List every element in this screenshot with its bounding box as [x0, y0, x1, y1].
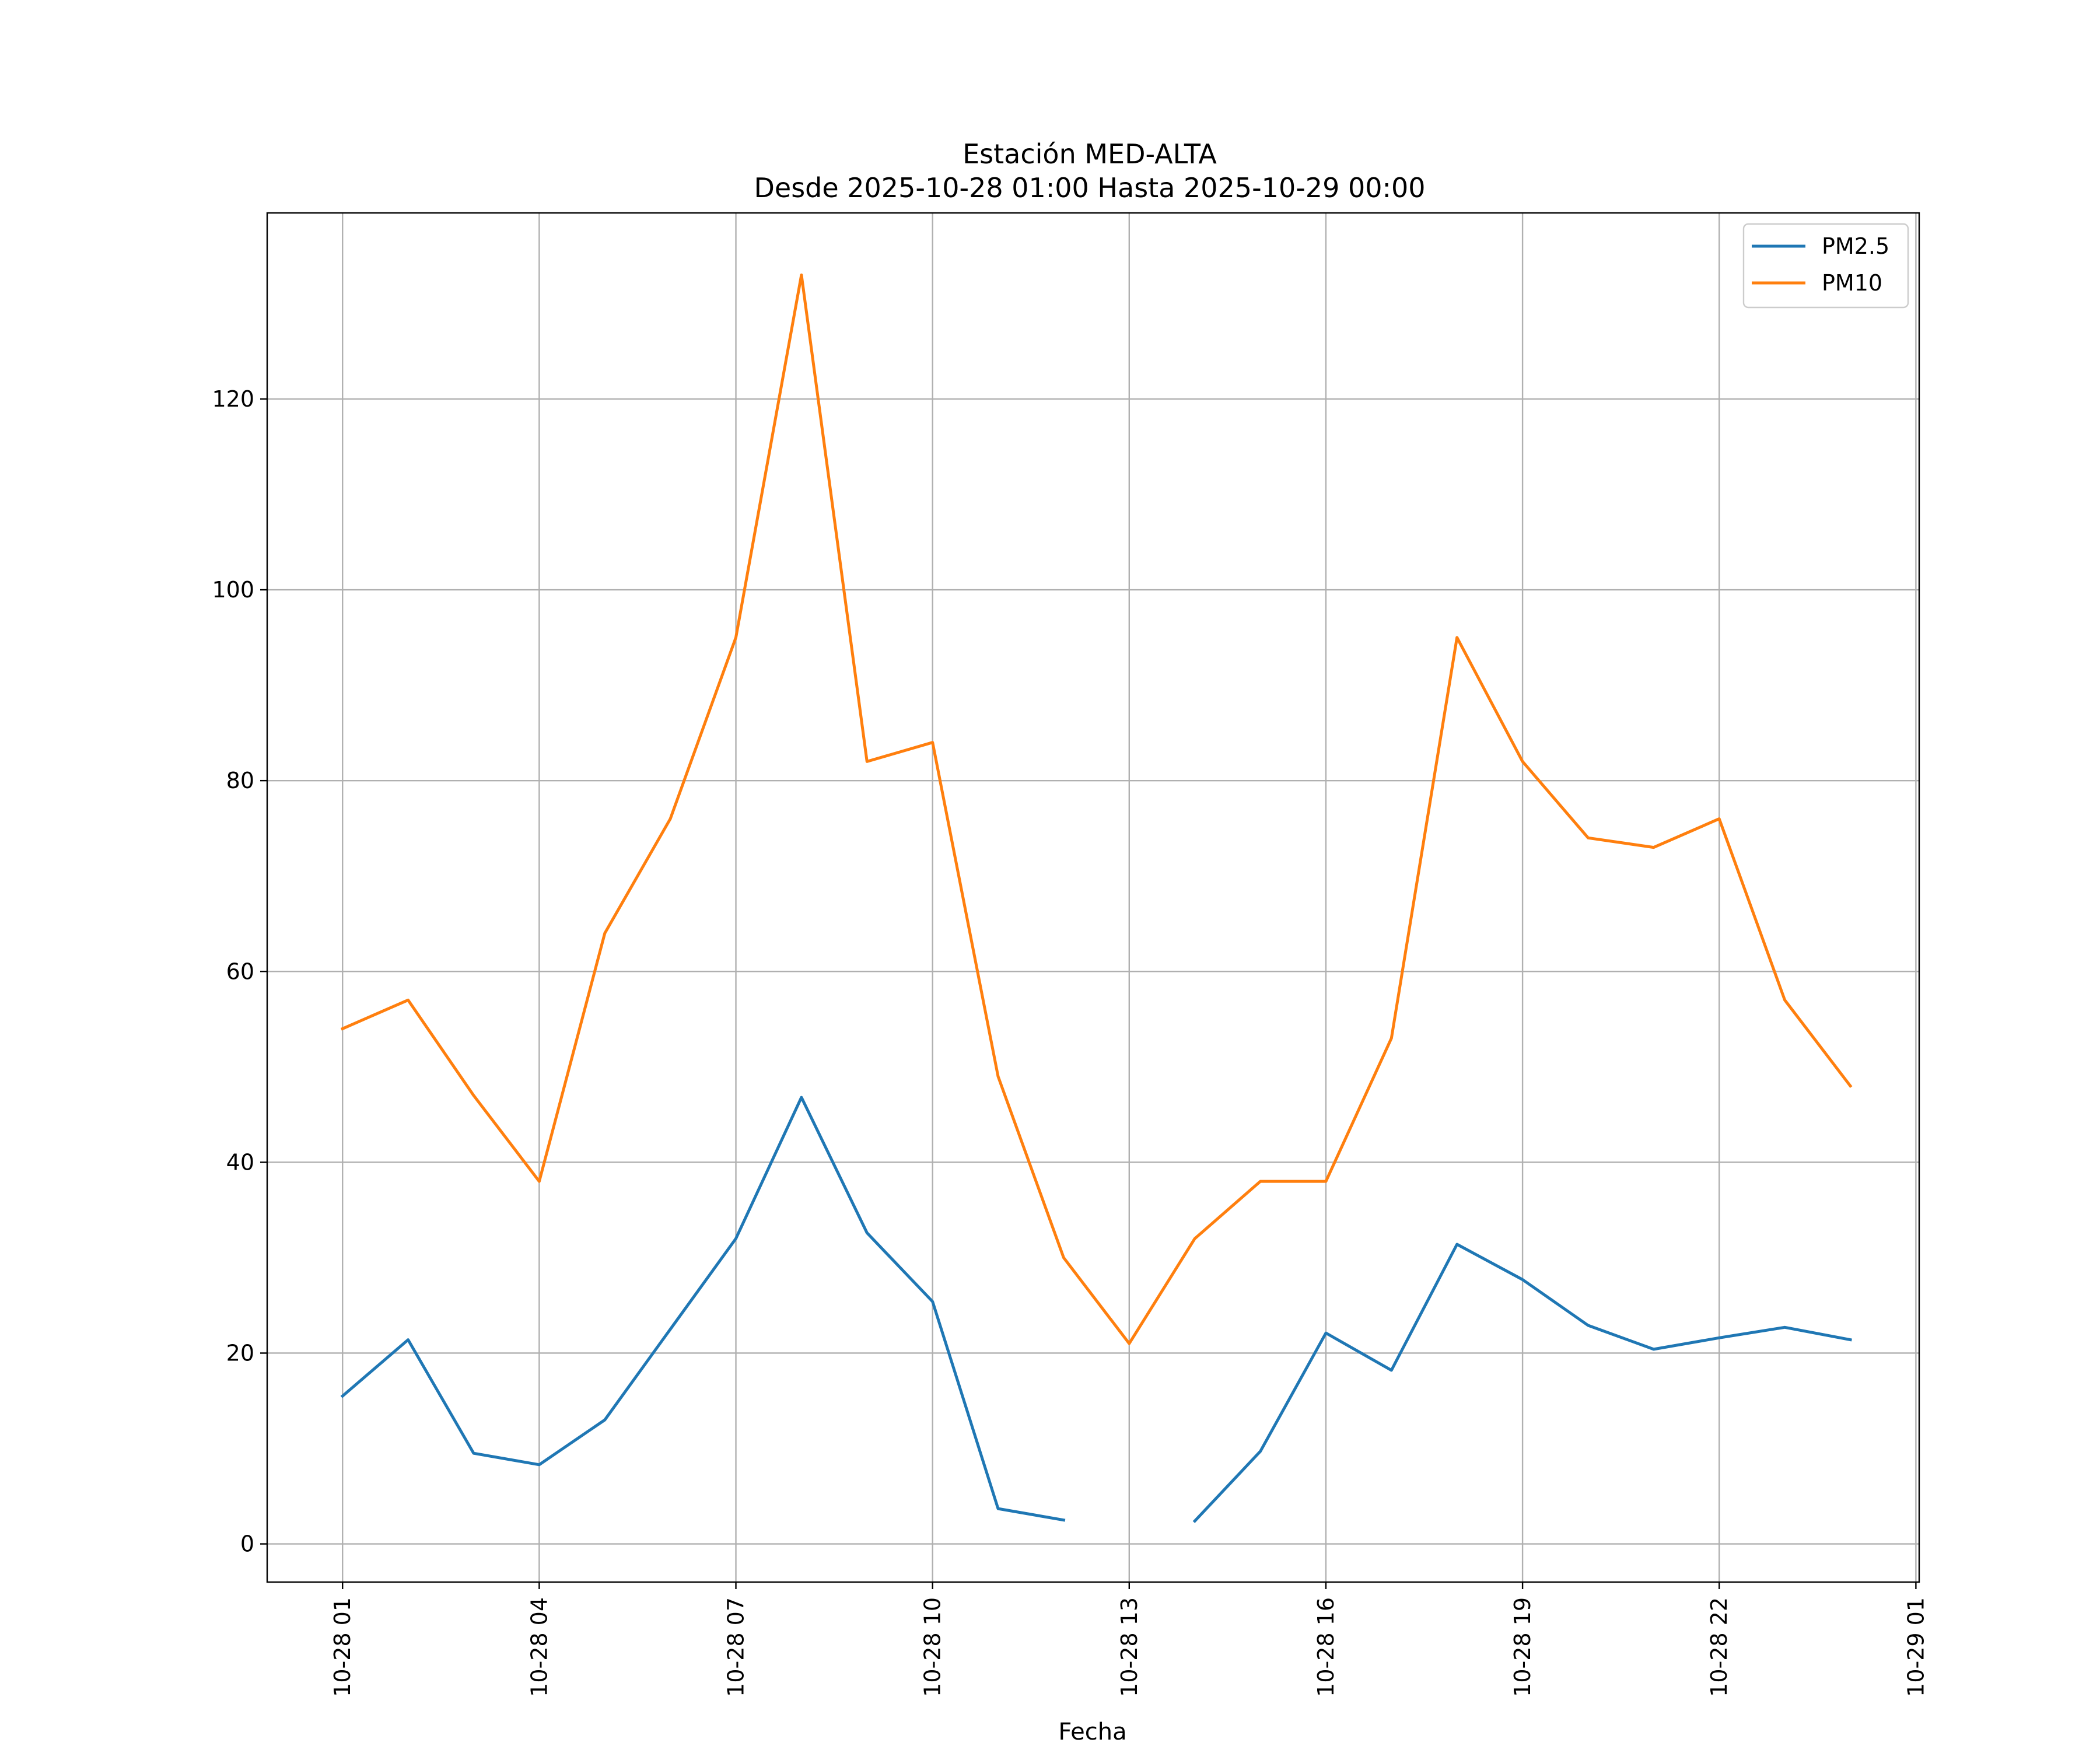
x-tick-label: 10-28 22 — [1706, 1597, 1732, 1697]
x-tick-label: 10-28 19 — [1510, 1597, 1535, 1697]
y-tick-label: 60 — [226, 958, 254, 984]
x-tick-label: 10-28 16 — [1313, 1597, 1339, 1697]
y-tick-label: 20 — [226, 1340, 254, 1366]
legend: PM2.5 PM10 — [1744, 224, 1908, 307]
x-tick-label: 10-28 04 — [526, 1597, 552, 1697]
x-axis-label: Fecha — [1058, 1719, 1126, 1745]
legend-label-pm25: PM2.5 — [1822, 233, 1889, 259]
x-tick-label: 10-28 01 — [330, 1597, 355, 1697]
x-tick-label: 10-28 10 — [920, 1597, 946, 1697]
y-tick-label: 120 — [212, 386, 254, 412]
x-tick-label: 10-28 07 — [723, 1597, 749, 1697]
x-tick-label: 10-28 13 — [1116, 1597, 1142, 1697]
y-tick-label: 40 — [226, 1149, 254, 1175]
legend-label-pm10: PM10 — [1822, 270, 1882, 296]
x-tick-label: 10-29 01 — [1903, 1597, 1929, 1697]
y-tick-label: 80 — [226, 768, 254, 793]
chart-title: Estación MED-ALTA — [963, 138, 1217, 170]
chart-subtitle: Desde 2025-10-28 01:00 Hasta 2025-10-29 … — [754, 172, 1425, 204]
y-tick-label: 0 — [240, 1531, 254, 1557]
y-tick-label: 100 — [212, 577, 254, 603]
